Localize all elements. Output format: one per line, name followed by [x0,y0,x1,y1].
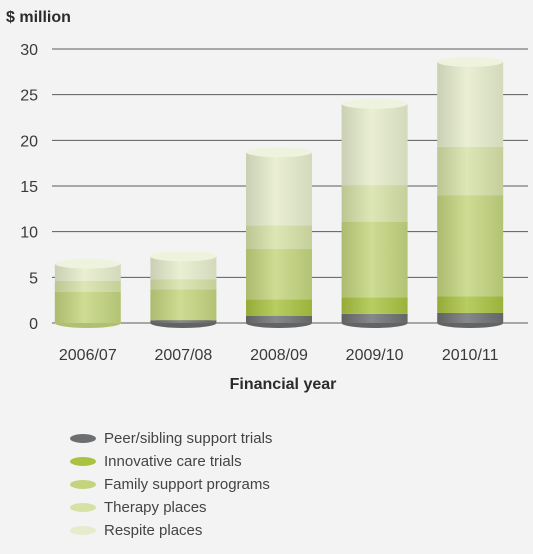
legend-label: Respite places [104,522,203,539]
legend-item: Therapy places [70,496,272,519]
y-axis-label: $ million [6,9,71,26]
bar-segment-2008/09-2 [246,249,312,300]
bar-segment-2009/10-2 [341,221,408,298]
legend-swatch [70,480,96,489]
legend-item: Family support programs [70,473,272,496]
bar-segment-2006/07-3 [54,280,121,292]
legend-swatch [70,526,96,535]
legend-swatch [70,503,96,512]
bar-segment-2010/11-0 [437,312,504,323]
y-tick-label-25: 25 [20,88,38,105]
bar-top-2006/07 [54,258,121,269]
bar-top-2008/09 [246,147,312,158]
bar-segment-2006/07-2 [54,291,121,323]
bar-segment-2007/08-0 [150,320,217,323]
bar-segment-2007/08-4 [150,256,217,280]
bar-stack-2009/10 [341,98,408,328]
y-tick-label-0: 0 [29,316,38,333]
bar-top-2009/10 [341,98,408,109]
x-tick-label-2008/09: 2008/09 [250,347,308,364]
legend-swatch [70,457,96,466]
bar-segment-2008/09-0 [246,315,312,323]
bar-segment-2009/10-4 [341,103,408,186]
bar-chart-svg: $ million 0 5 10 15 20 25 30 2006/07 2007/08 200… [6,9,528,393]
legend-label: Innovative care trials [104,453,242,470]
legend-item: Respite places [70,519,272,542]
bar-top-2007/08 [150,251,217,262]
y-tick-label-10: 10 [20,225,38,242]
bar-stack-2008/09 [246,147,312,328]
y-tick-label-30: 30 [20,42,38,59]
bar-top-2010/11 [437,56,504,67]
bar-segment-2010/11-4 [437,61,504,147]
x-axis-label: Financial year [230,376,337,393]
bar-segment-2009/10-3 [341,185,408,222]
y-tick-label-5: 5 [29,270,38,287]
bar-segment-2008/09-3 [246,225,312,250]
bar-segment-2009/10-1 [341,297,408,314]
bar-segment-2010/11-2 [437,195,504,297]
y-tick-label-20: 20 [20,133,38,150]
legend-item: Peer/sibling support trials [70,427,272,450]
bar-segment-2010/11-1 [437,296,504,313]
bar-segment-2007/08-3 [150,279,217,290]
bar-segment-2010/11-3 [437,146,504,196]
bar-segment-2008/09-4 [246,152,312,226]
x-tick-label-2006/07: 2006/07 [59,347,117,364]
x-tick-label-2007/08: 2007/08 [154,347,212,364]
legend-label: Peer/sibling support trials [104,430,273,447]
bar-stack-2007/08 [150,251,217,328]
bar-segment-2007/08-2 [150,289,217,321]
legend-label: Therapy places [104,499,207,516]
bar-segment-2008/09-1 [246,299,312,316]
bar-segment-2009/10-0 [341,313,408,323]
x-tick-label-2009/10: 2009/10 [346,347,404,364]
legend: Peer/sibling support trials Innovative ca… [70,427,272,542]
bar-segment-2006/07-4 [54,263,121,281]
legend-label: Family support programs [104,476,270,493]
y-tick-label-15: 15 [20,179,38,196]
legend-item: Innovative care trials [70,450,272,473]
bar-stack-2010/11 [437,56,504,328]
legend-swatch [70,434,96,443]
x-tick-label-2010/11: 2010/11 [442,347,499,364]
bar-stack-2006/07 [54,258,121,328]
